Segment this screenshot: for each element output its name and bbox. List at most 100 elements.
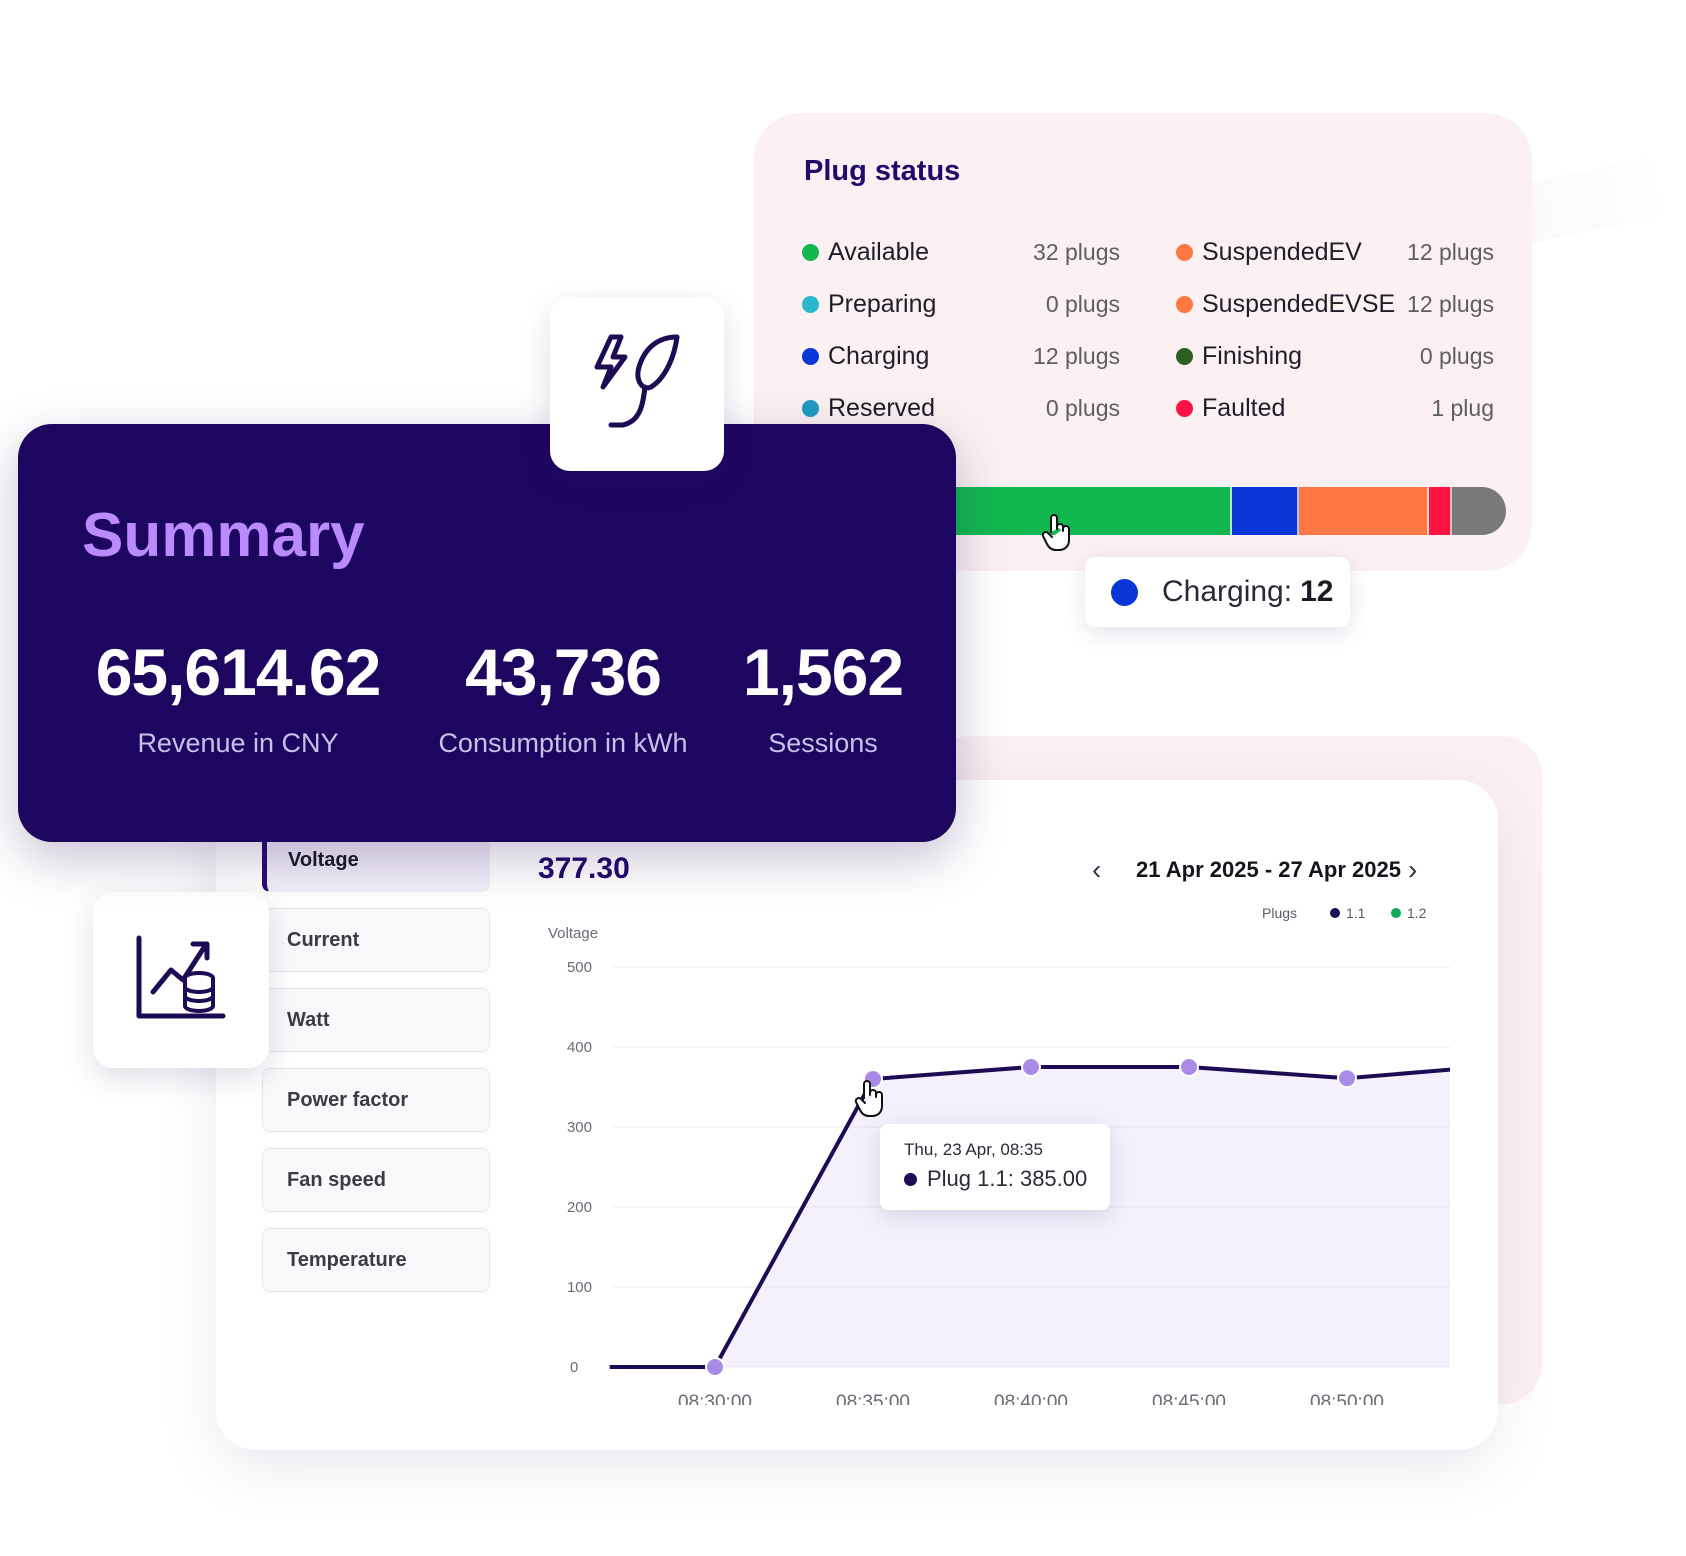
plug-status-row-suspendedev: SuspendedEV 12 plugs	[1176, 234, 1494, 270]
metric-button-current[interactable]: Current	[262, 908, 490, 972]
x-tick-label: 08:50:00	[1310, 1392, 1384, 1405]
stat-sessions: 1,562 Sessions	[718, 634, 928, 759]
data-point[interactable]	[705, 1357, 725, 1377]
tooltip-series-dot	[904, 1172, 917, 1186]
metric-button-fan-speed[interactable]: Fan speed	[262, 1148, 490, 1212]
status-dot	[802, 243, 819, 261]
plug-status-row-finishing: Finishing 0 plugs	[1176, 338, 1494, 374]
plug-status-row-charging: Charging 12 plugs	[802, 338, 1120, 374]
stat-consumption: 43,736 Consumption in kWh	[413, 634, 713, 759]
legend-title-text: Plugs	[1262, 905, 1298, 921]
chart-coins-icon	[136, 935, 226, 1019]
prev-week-chevron-icon[interactable]: ‹	[1092, 854, 1102, 885]
status-dot	[802, 399, 819, 417]
summary-card: Summary 65,614.62 Revenue in CNY 43,736 …	[18, 424, 956, 842]
status-dot	[1176, 243, 1193, 261]
status-count: 12 plugs	[1407, 290, 1494, 317]
x-tick-label: 08:40:00	[994, 1392, 1068, 1405]
data-point[interactable]	[1179, 1057, 1199, 1077]
legend-item-1-1[interactable]: 1.1	[1330, 905, 1365, 921]
status-count: 0 plugs	[1045, 290, 1120, 317]
tooltip-label: Charging:	[1162, 575, 1293, 608]
status-label: SuspendedEV	[1202, 237, 1362, 266]
status-dot	[802, 295, 819, 313]
status-label: SuspendedEVSE	[1202, 289, 1396, 318]
metric-button-watt[interactable]: Watt	[262, 988, 490, 1052]
legend-label-1-1: 1.1	[1346, 905, 1366, 921]
metric-button-temperature[interactable]: Temperature	[262, 1228, 490, 1292]
legend-label-1-2: 1.2	[1407, 905, 1427, 921]
ev-plug-icon	[594, 334, 680, 428]
y-tick-label: 400	[567, 1039, 592, 1056]
y-tick-label: 0	[570, 1359, 578, 1376]
charging-dot	[1111, 578, 1138, 606]
status-count: 12 plugs	[1033, 342, 1120, 369]
metric-button-power-factor[interactable]: Power factor	[262, 1068, 490, 1132]
bar-segment-suspended[interactable]	[1298, 487, 1430, 535]
plug-status-row-faulted: Faulted 1 plug	[1176, 390, 1494, 426]
legend-title: Plugs	[1262, 905, 1297, 921]
charger-icon-tile	[550, 297, 724, 471]
status-count: 0 plugs	[1045, 394, 1120, 421]
status-label: Reserved	[828, 393, 935, 422]
y-tick-label: 300	[567, 1119, 592, 1136]
series-area-1-1	[609, 1067, 1450, 1367]
tooltip-date: Thu, 23 Apr, 08:35	[904, 1140, 1043, 1159]
analytics-icon-tile	[93, 892, 269, 1068]
stat-value: 1,562	[742, 635, 904, 709]
status-label: Available	[828, 237, 930, 266]
stat-value: 43,736	[465, 635, 662, 709]
chart-point-tooltip: Thu, 23 Apr, 08:35 Plug 1.1: 385.00	[880, 1124, 1110, 1210]
x-tick-label: 08:45:00	[1152, 1392, 1226, 1405]
bar-segment-faulted[interactable]	[1429, 487, 1453, 535]
plug-status-row-available: Available 32 plugs	[802, 234, 1120, 270]
charging-tooltip: Charging: 12	[1085, 557, 1350, 627]
legend-dot-1-1	[1330, 908, 1340, 918]
bar-segment-charging[interactable]	[1232, 487, 1299, 535]
status-dot	[802, 347, 819, 365]
hand-cursor-icon	[1041, 514, 1070, 551]
tooltip-series-value: Plug 1.1: 385.00	[904, 1166, 1087, 1192]
tooltip-value: 12	[1300, 575, 1334, 608]
status-dot	[1176, 399, 1193, 417]
bar-segment-available[interactable]	[936, 487, 1233, 535]
hand-cursor-icon	[854, 1080, 883, 1117]
status-count: 12 plugs	[1407, 238, 1494, 265]
status-count: 32 plugs	[1033, 238, 1120, 265]
stat-label: Revenue in CNY	[137, 728, 339, 758]
y-axis-label: Voltage	[548, 925, 598, 942]
status-dot	[1176, 347, 1193, 365]
plug-status-bar[interactable]	[936, 487, 1506, 535]
y-tick-label: 100	[567, 1279, 592, 1296]
status-dot	[1176, 295, 1193, 313]
voltage-line-chart[interactable]: Voltage 0 100 200 300 400 500 08:30:00 08:35:00 0…	[520, 905, 1450, 1405]
current-voltage-value: 377.30	[538, 852, 630, 885]
legend-dot-1-2	[1391, 908, 1401, 918]
stat-revenue: 65,614.62 Revenue in CNY	[78, 634, 398, 759]
stat-label: Sessions	[768, 728, 878, 758]
data-point[interactable]	[1337, 1068, 1357, 1089]
status-label: Charging	[828, 341, 930, 370]
plug-status-title: Plug status	[804, 155, 961, 187]
data-point[interactable]	[1021, 1057, 1041, 1077]
stat-label: Consumption in kWh	[438, 728, 688, 758]
legend-item-1-2[interactable]: 1.2	[1391, 905, 1426, 921]
y-tick-label: 200	[567, 1199, 592, 1216]
plug-status-row-suspendedevse: SuspendedEVSE 12 plugs	[1176, 286, 1494, 322]
status-count: 0 plugs	[1419, 342, 1494, 369]
x-tick-label: 08:35:00	[836, 1392, 910, 1405]
x-tick-label: 08:30:00	[678, 1392, 752, 1405]
plug-status-row-preparing: Preparing 0 plugs	[802, 286, 1120, 322]
status-label: Faulted	[1202, 393, 1286, 422]
plug-status-row-reserved: Reserved 0 plugs	[802, 390, 1120, 426]
stat-value: 65,614.62	[95, 635, 382, 709]
status-label: Preparing	[828, 289, 937, 318]
next-week-chevron-icon[interactable]: ›	[1408, 854, 1418, 885]
tooltip-series-text: Plug 1.1: 385.00	[927, 1166, 1088, 1191]
summary-title: Summary	[82, 501, 365, 570]
status-count: 1 plug	[1431, 394, 1494, 421]
date-range: 21 Apr 2025 - 27 Apr 2025	[1136, 857, 1401, 882]
status-label: Finishing	[1202, 341, 1303, 370]
bar-segment-other[interactable]	[1452, 487, 1506, 535]
y-tick-label: 500	[567, 959, 592, 976]
